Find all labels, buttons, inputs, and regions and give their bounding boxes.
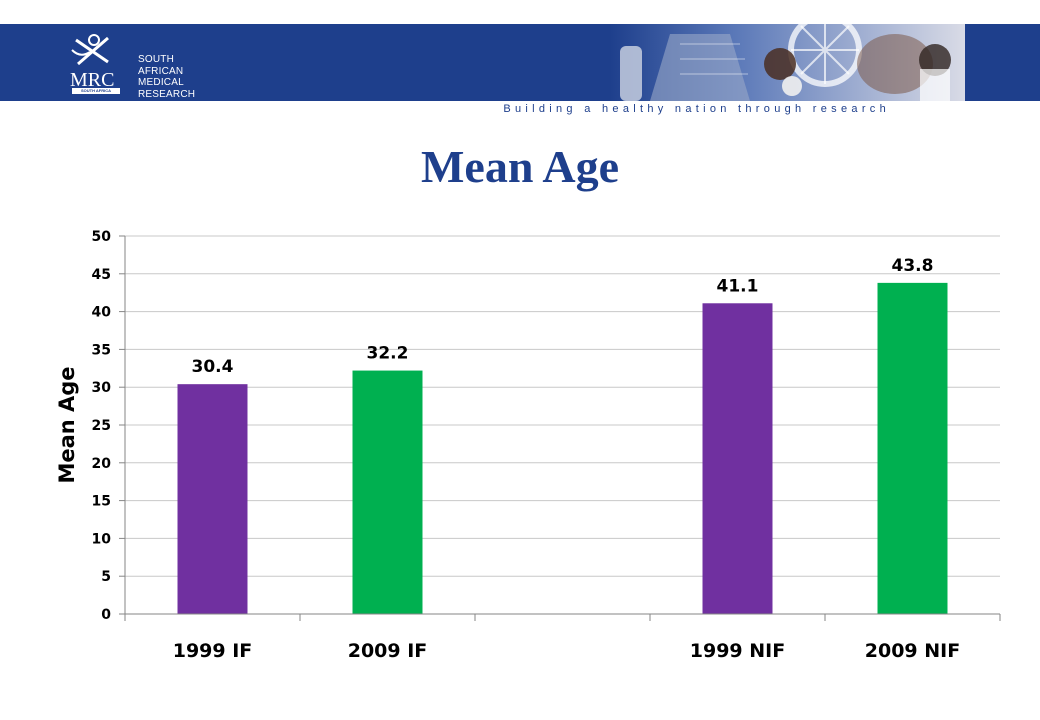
y-tick-label: 50 <box>92 229 112 245</box>
y-axis-title: Mean Age <box>55 366 79 483</box>
org-name: SOUTH AFRICAN MEDICAL RESEARCH COUNCIL <box>138 54 195 112</box>
org-line: MEDICAL <box>138 77 184 88</box>
org-line: AFRICAN <box>138 65 184 77</box>
data-label: 41.1 <box>717 276 759 296</box>
y-tick-label: 10 <box>92 531 112 547</box>
y-tick-label: 25 <box>92 418 111 434</box>
y-tick-label: 40 <box>92 305 112 321</box>
org-line: SOUTH <box>138 54 174 65</box>
mrc-logo-icon: MRC <box>70 34 114 91</box>
bar <box>877 282 948 614</box>
bar <box>352 370 423 614</box>
tagline: Building a healthy nation through resear… <box>503 103 890 115</box>
chart-title: Mean Age <box>420 141 619 192</box>
y-tick-label: 30 <box>92 380 112 396</box>
photo-collage <box>610 24 965 101</box>
y-tick-label: 20 <box>92 456 112 472</box>
data-label: 43.8 <box>892 256 934 276</box>
data-label: 30.4 <box>192 357 234 377</box>
data-labels: 30.4 32.2 41.1 43.8 <box>192 256 934 377</box>
y-tick-label: 35 <box>92 342 111 358</box>
org-line: COUNCIL <box>138 100 185 111</box>
gridlines <box>125 235 1000 577</box>
bar <box>177 384 248 614</box>
y-tick-label: 45 <box>92 267 111 283</box>
bar <box>702 303 773 614</box>
bars <box>177 282 948 614</box>
header-banner: MRC SOUTH AFRICAN MEDICAL RESEARCH COUNC… <box>0 24 1040 111</box>
x-category-label: 2009 NIF <box>865 640 960 662</box>
y-axis-ticks: 0 5 10 15 20 25 30 35 40 45 50 <box>92 229 125 623</box>
org-line: RESEARCH <box>138 88 196 100</box>
y-tick-label: 15 <box>92 494 111 510</box>
y-tick-label: 0 <box>101 607 111 623</box>
axes <box>124 236 1001 621</box>
logo-sub-bar: SOUTH AFRICA <box>72 88 120 94</box>
category-labels: 1999 IF 2009 IF 1999 NIF 2009 NIF <box>173 640 961 662</box>
logo-text: MRC <box>70 69 114 91</box>
y-tick-label: 5 <box>101 569 111 585</box>
logo-sub-text: SOUTH AFRICA <box>80 88 112 93</box>
x-category-label: 2009 IF <box>348 640 428 662</box>
x-category-label: 1999 IF <box>173 640 253 662</box>
data-label: 32.2 <box>367 344 409 364</box>
x-category-label: 1999 NIF <box>690 640 785 662</box>
